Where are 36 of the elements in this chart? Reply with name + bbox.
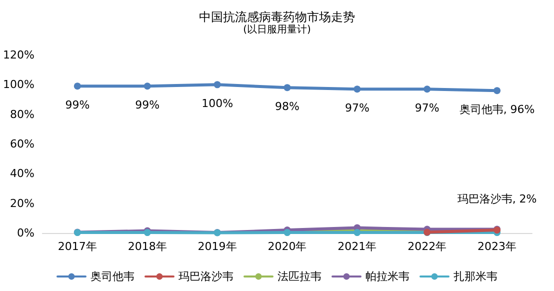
x-tick-label: 2023年 (478, 240, 517, 253)
x-tick-label: 2019年 (198, 240, 237, 253)
y-tick-label: 0% (16, 226, 34, 240)
y-tick-label: 120% (2, 48, 34, 62)
data-label: 99% (65, 98, 90, 112)
x-tick-label: 2018年 (128, 240, 167, 253)
point (74, 82, 81, 90)
x-tick-label: 2017年 (58, 240, 97, 253)
point (144, 82, 151, 90)
chart-subtitle: (以日服用量计) (243, 24, 311, 36)
data-label: 98% (274, 100, 300, 114)
data-label: 99% (135, 98, 160, 112)
y-tick-label: 80% (10, 108, 34, 121)
x-tick-label: 2021年 (338, 240, 377, 253)
legend-label: 奥司他韦 (90, 270, 134, 283)
point (424, 86, 431, 93)
data-label: 奥司他韦, 96% (459, 103, 535, 116)
legend-label: 扎那米韦 (454, 270, 498, 283)
data-label: 97% (414, 102, 440, 115)
chart-title: 中国抗流感病毒药物市场走势 (199, 10, 355, 24)
y-tick-label: 40% (10, 167, 34, 180)
data-label: 97% (344, 102, 370, 115)
data-label: 100% (202, 97, 234, 110)
legend-label: 法匹拉韦 (278, 270, 322, 283)
point (214, 81, 221, 88)
legend-label: 帕拉米韦 (366, 270, 410, 283)
point (494, 87, 501, 94)
x-tick-label: 2020年 (268, 240, 307, 253)
legend-label: 玛巴洛沙韦 (178, 270, 234, 283)
point (284, 84, 291, 92)
y-tick-label: 100% (2, 78, 34, 92)
y-tick-label: 20% (10, 196, 34, 210)
y-tick-label: 60% (10, 138, 34, 150)
point (354, 86, 361, 93)
data-label: 玛巴洛沙韦, 2% (457, 192, 537, 206)
x-tick-label: 2022年 (408, 240, 447, 253)
